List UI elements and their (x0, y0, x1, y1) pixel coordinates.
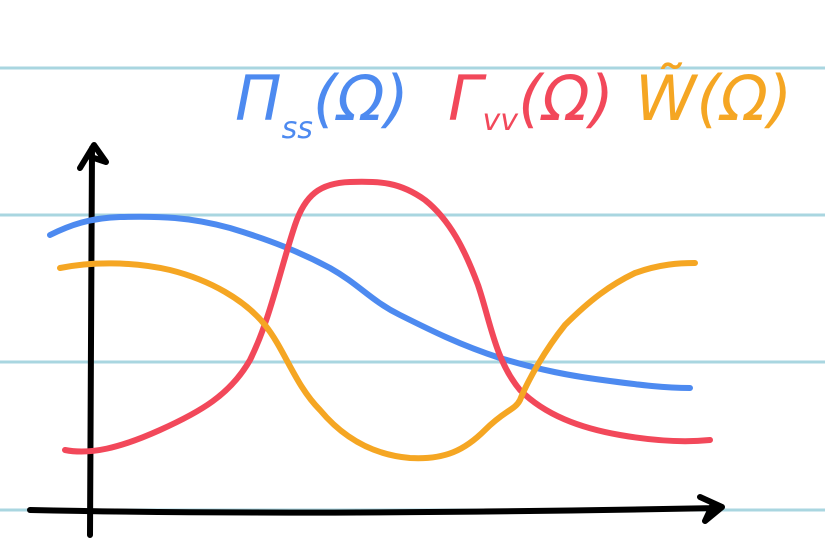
subscript: ss (282, 111, 313, 146)
x-axis (27, 494, 725, 524)
argument: (Ω) (313, 62, 409, 135)
legend-label: W̃(Ω) (635, 62, 792, 135)
argument: (Ω) (696, 62, 792, 135)
blue-curve (47, 213, 693, 391)
y-axis (77, 142, 109, 538)
symbol: W̃ (635, 62, 699, 135)
legend-label: Γvv(Ω) (448, 62, 614, 138)
argument: (Ω) (518, 62, 614, 135)
symbol: Γ (448, 62, 487, 135)
symbol: Π (235, 62, 282, 135)
red-curve (62, 178, 713, 455)
legend: Πss(Ω) Γvv(Ω) W̃(Ω) (235, 62, 792, 146)
legend-label: Πss(Ω) (235, 62, 409, 146)
orange-curve (57, 260, 698, 462)
subscript: vv (483, 103, 520, 138)
